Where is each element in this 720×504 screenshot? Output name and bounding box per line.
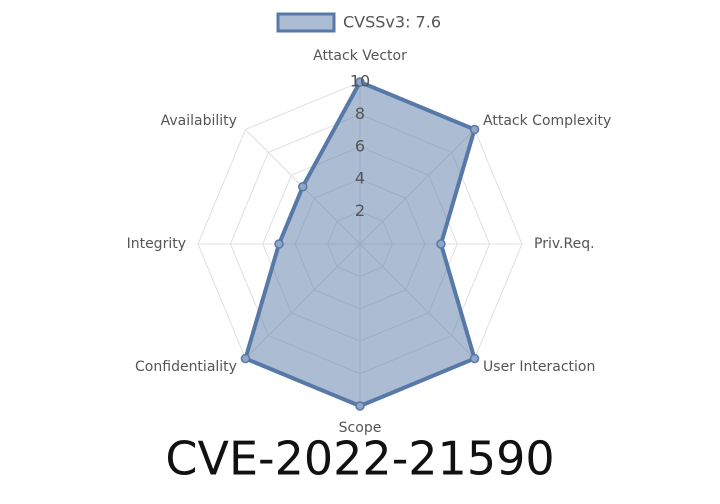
data-point [355,77,365,87]
data-point [436,239,446,249]
data-point [355,401,365,411]
legend-swatch [276,12,336,33]
r-tick-label: 8 [355,104,365,123]
r-tick-label: 2 [355,201,365,220]
data-point [240,353,251,364]
legend-label: CVSSv3: 7.6 [343,13,441,32]
data-point [469,124,480,135]
data-point [469,353,480,364]
chart-title: CVE-2022-21590 [165,432,554,486]
axis-label: Priv.Req. [534,236,595,252]
axis-label: Integrity [127,236,186,252]
data-point [274,239,284,249]
axis-label: Scope [339,420,382,436]
r-tick-label: 4 [355,169,365,188]
axis-label: Attack Complexity [483,113,611,129]
axis-label: Confidentiality [135,359,237,375]
axis-label: Attack Vector [313,48,407,64]
r-tick-label: 6 [355,136,365,155]
axis-label: Availability [161,113,237,129]
data-point [297,181,308,192]
axis-label: User Interaction [483,359,595,375]
r-tick-label: 10 [350,72,370,91]
